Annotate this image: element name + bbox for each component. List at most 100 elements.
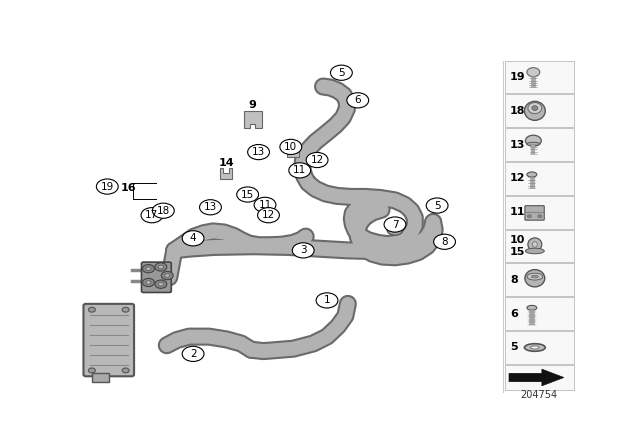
- Circle shape: [155, 280, 167, 289]
- Circle shape: [525, 135, 541, 146]
- Bar: [505, 60, 573, 94]
- Bar: [505, 95, 573, 127]
- Circle shape: [392, 227, 399, 232]
- Circle shape: [527, 68, 540, 77]
- Circle shape: [527, 215, 531, 218]
- Circle shape: [316, 293, 338, 308]
- Bar: [505, 365, 573, 390]
- Text: 18: 18: [510, 106, 525, 116]
- Ellipse shape: [528, 238, 542, 251]
- Circle shape: [152, 203, 174, 218]
- Circle shape: [254, 197, 276, 212]
- Text: 19: 19: [100, 181, 114, 192]
- Ellipse shape: [527, 273, 543, 280]
- Bar: [505, 196, 573, 228]
- Ellipse shape: [531, 275, 538, 278]
- Circle shape: [165, 274, 170, 277]
- FancyBboxPatch shape: [92, 373, 109, 382]
- Polygon shape: [509, 369, 564, 386]
- Text: 1: 1: [324, 295, 330, 306]
- Circle shape: [141, 207, 163, 223]
- Text: 10: 10: [284, 142, 298, 152]
- Text: 17: 17: [145, 210, 159, 220]
- Circle shape: [158, 283, 163, 286]
- Text: 6: 6: [355, 95, 361, 105]
- Text: 2: 2: [190, 349, 196, 359]
- Circle shape: [200, 200, 221, 215]
- Circle shape: [248, 145, 269, 159]
- Circle shape: [280, 139, 301, 155]
- Circle shape: [122, 307, 129, 312]
- Text: 15: 15: [241, 190, 254, 199]
- Circle shape: [306, 152, 328, 168]
- Circle shape: [347, 93, 369, 108]
- Circle shape: [384, 217, 406, 232]
- Circle shape: [182, 346, 204, 362]
- Circle shape: [257, 207, 280, 223]
- Circle shape: [182, 231, 204, 246]
- Circle shape: [387, 224, 403, 235]
- FancyBboxPatch shape: [525, 206, 544, 220]
- Circle shape: [143, 278, 154, 287]
- Text: 13: 13: [252, 147, 265, 157]
- Bar: [505, 230, 573, 263]
- Circle shape: [237, 187, 259, 202]
- Ellipse shape: [532, 106, 538, 111]
- Bar: [505, 263, 573, 296]
- Bar: [505, 162, 573, 195]
- Text: 14: 14: [218, 159, 234, 168]
- Text: 5: 5: [510, 342, 518, 353]
- Circle shape: [289, 163, 310, 178]
- Text: 3: 3: [300, 246, 307, 255]
- Circle shape: [88, 307, 95, 312]
- Circle shape: [292, 243, 314, 258]
- Circle shape: [330, 65, 352, 80]
- Circle shape: [426, 198, 448, 213]
- Text: 9: 9: [249, 100, 257, 110]
- Text: 13: 13: [204, 202, 217, 212]
- Text: 18: 18: [157, 206, 170, 216]
- FancyBboxPatch shape: [83, 304, 134, 376]
- Circle shape: [538, 215, 542, 218]
- Polygon shape: [220, 168, 232, 179]
- Text: 6: 6: [510, 309, 518, 319]
- Ellipse shape: [528, 103, 542, 114]
- Text: 12: 12: [510, 173, 525, 184]
- FancyBboxPatch shape: [141, 262, 172, 293]
- Ellipse shape: [527, 142, 540, 146]
- Ellipse shape: [525, 248, 544, 254]
- Text: 11: 11: [259, 200, 271, 210]
- Polygon shape: [287, 142, 300, 157]
- Bar: [505, 128, 573, 161]
- Ellipse shape: [532, 241, 538, 247]
- Bar: [505, 297, 573, 330]
- Ellipse shape: [527, 306, 537, 310]
- Text: 10
15: 10 15: [510, 235, 525, 257]
- Text: 19: 19: [510, 72, 525, 82]
- Text: 8: 8: [510, 275, 518, 285]
- Bar: [505, 331, 573, 364]
- Circle shape: [161, 271, 173, 280]
- Text: 204754: 204754: [521, 390, 558, 400]
- Text: 16: 16: [121, 183, 136, 193]
- Text: 5: 5: [338, 68, 345, 78]
- Ellipse shape: [531, 346, 540, 349]
- Text: 13: 13: [510, 140, 525, 150]
- Text: 7: 7: [392, 220, 398, 229]
- Text: 5: 5: [434, 201, 440, 211]
- Circle shape: [97, 179, 118, 194]
- Text: 4: 4: [190, 233, 196, 243]
- Circle shape: [434, 234, 456, 250]
- Circle shape: [143, 264, 154, 273]
- Text: 11: 11: [293, 165, 307, 175]
- Text: 8: 8: [441, 237, 448, 247]
- Ellipse shape: [525, 270, 545, 287]
- Polygon shape: [244, 111, 262, 128]
- Text: 12: 12: [262, 210, 275, 220]
- Circle shape: [146, 281, 151, 284]
- Circle shape: [88, 368, 95, 373]
- Text: 11: 11: [510, 207, 525, 217]
- Ellipse shape: [524, 101, 545, 121]
- Circle shape: [146, 267, 151, 271]
- Circle shape: [122, 368, 129, 373]
